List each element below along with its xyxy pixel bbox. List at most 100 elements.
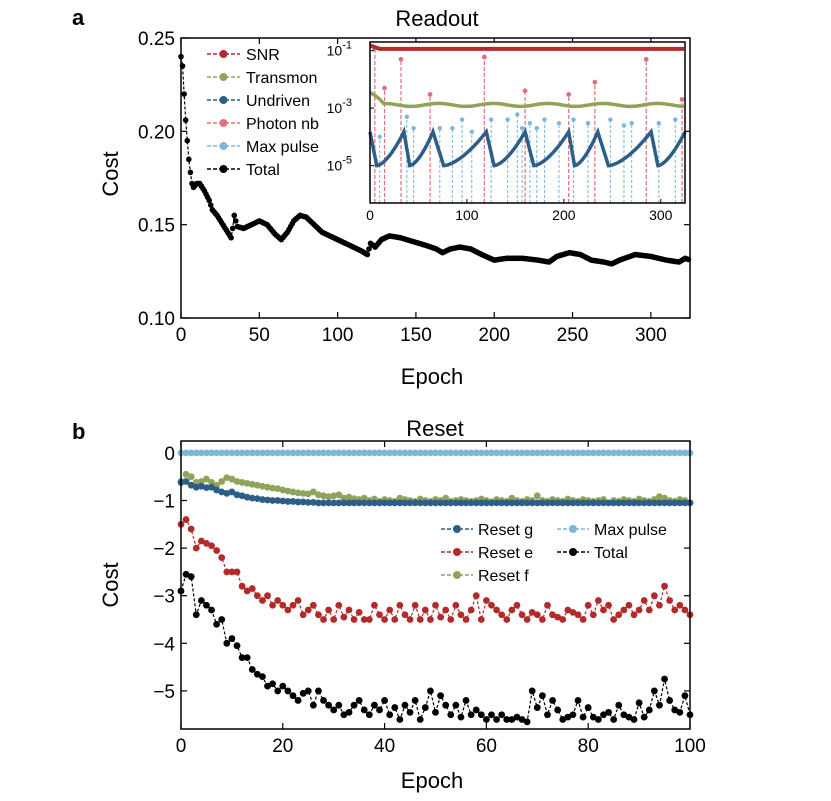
a-total-point xyxy=(181,91,187,97)
b-series-point xyxy=(238,449,246,457)
b-legend-label: Total xyxy=(594,545,628,562)
b-series-point xyxy=(406,708,414,716)
a-inset-maxpulse-point xyxy=(488,117,494,122)
b-series-point xyxy=(533,449,541,457)
b-series-point xyxy=(589,449,597,457)
b-series-point xyxy=(248,480,256,488)
b-series-point xyxy=(213,620,221,628)
b-series-reset-e xyxy=(177,516,694,623)
b-series-point xyxy=(213,547,221,554)
b-series-point xyxy=(187,473,195,481)
b-series-point xyxy=(309,601,317,609)
b-series-point xyxy=(274,485,282,493)
b-series-point xyxy=(427,687,434,695)
b-series-point xyxy=(477,499,485,507)
a-legend-label: SNR xyxy=(246,47,280,64)
a-inset-ytick-label: 10-1 xyxy=(327,40,352,59)
b-series-point xyxy=(345,499,353,507)
a-legend-marker xyxy=(219,165,228,173)
b-series-point xyxy=(671,449,679,457)
b-series-point xyxy=(411,449,419,457)
b-series-point xyxy=(589,499,597,507)
b-series-point xyxy=(483,499,490,507)
b-series-point xyxy=(594,449,602,457)
b-series-point xyxy=(630,449,638,457)
b-series-point xyxy=(584,449,592,457)
b-series-point xyxy=(625,449,633,457)
b-series-point xyxy=(508,606,516,614)
b-series-point xyxy=(630,716,638,723)
b-series-point xyxy=(335,601,343,609)
b-series-point xyxy=(335,499,343,507)
a-ytick-label: 0.25 xyxy=(138,29,175,50)
b-series-point xyxy=(488,499,495,507)
b-series-point xyxy=(569,499,577,507)
b-series-point xyxy=(681,499,689,507)
b-series-point xyxy=(554,499,562,507)
panel-b-ylabel: Cost xyxy=(98,562,123,607)
b-series-point xyxy=(309,499,317,506)
b-series-point xyxy=(386,499,394,507)
b-series-point xyxy=(243,449,251,457)
b-series-point xyxy=(472,499,480,507)
b-series-point xyxy=(320,492,327,500)
b-series-point xyxy=(223,474,231,482)
b-series-point xyxy=(528,608,536,616)
b-series-point xyxy=(528,687,536,695)
b-series-point xyxy=(462,449,470,457)
b-series-point xyxy=(325,499,333,507)
a-xtick-label: 300 xyxy=(635,325,667,346)
b-series-point xyxy=(320,616,327,623)
b-series-point xyxy=(391,449,399,457)
b-series-point xyxy=(248,585,256,592)
b-series-point xyxy=(325,449,333,457)
b-series-point xyxy=(493,499,500,507)
b-series-point xyxy=(513,713,521,721)
a-ytick-label: 0.20 xyxy=(138,122,175,143)
b-series-point xyxy=(294,489,302,497)
b-series-point xyxy=(421,449,429,457)
b-series-point xyxy=(197,482,205,490)
b-series-point xyxy=(416,616,424,623)
b-series-point xyxy=(549,611,556,619)
a-legend-label: Transmon xyxy=(246,70,317,87)
b-series-point xyxy=(330,492,338,500)
a-inset-maxpulse-point xyxy=(542,117,547,122)
b-series-point xyxy=(355,499,363,507)
b-series-point xyxy=(574,697,582,704)
b-series-point xyxy=(192,449,200,457)
b-series-point xyxy=(584,499,592,507)
b-series-point xyxy=(549,499,556,507)
a-inset-photon-point xyxy=(427,92,433,97)
b-series-point xyxy=(488,449,495,457)
b-series-point xyxy=(360,449,368,457)
b-series-point xyxy=(559,449,567,457)
b-series-point xyxy=(309,488,317,496)
a-legend: SNR Transmon Undriven Photon nb Max pulse Tot… xyxy=(207,47,319,179)
b-series-point xyxy=(345,606,353,614)
b-series-point xyxy=(656,499,663,507)
b-series-point xyxy=(661,499,668,507)
b-series-point xyxy=(523,616,531,623)
a-inset-maxpulse-point xyxy=(505,117,510,122)
b-series-point xyxy=(320,697,327,704)
b-series-point xyxy=(549,697,556,704)
b-series-point xyxy=(457,499,465,507)
b-series-point xyxy=(457,611,465,619)
b-series-point xyxy=(544,711,551,719)
b-series-point xyxy=(182,449,190,457)
b-series-point xyxy=(233,642,241,650)
b-series-point xyxy=(269,680,277,688)
b-series-point xyxy=(666,697,674,704)
b-series-point xyxy=(666,499,674,507)
b-series-point xyxy=(554,706,562,714)
a-inset-ytick-exp: -1 xyxy=(342,40,352,52)
b-series-point xyxy=(406,499,414,507)
b-xtick-label: 100 xyxy=(674,736,706,757)
b-series-point xyxy=(396,499,404,507)
b-series-point xyxy=(294,597,302,604)
b-ytick-label: −2 xyxy=(153,539,175,560)
b-series-point xyxy=(401,449,409,457)
b-series-point xyxy=(203,449,210,457)
b-series-point xyxy=(656,601,663,609)
